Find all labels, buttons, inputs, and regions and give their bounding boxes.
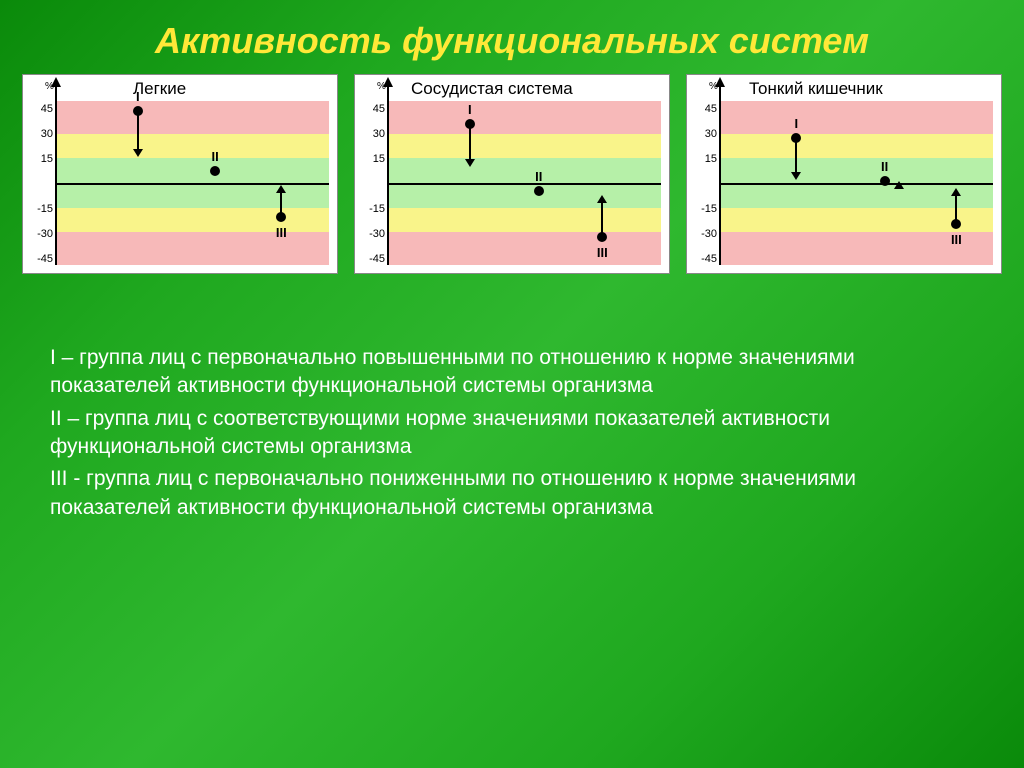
- x-axis: [719, 183, 993, 185]
- arrow-up-icon: [597, 195, 607, 203]
- data-point: [951, 219, 961, 229]
- data-point-label: II: [881, 159, 888, 174]
- chart-title: Сосудистая система: [411, 79, 573, 99]
- chart-title: Легкие: [133, 79, 186, 99]
- y-tick-label: -45: [25, 253, 53, 265]
- data-point: [534, 186, 544, 196]
- zone-band: [55, 183, 329, 208]
- zone-band: [55, 101, 329, 134]
- data-point: [791, 133, 801, 143]
- data-point: [133, 106, 143, 116]
- page-title: Активность функциональных систем: [0, 0, 1024, 74]
- charts-row: Легкие%453015-15-30-45IIIIII Сосудистая …: [0, 74, 1024, 274]
- legend-line-1: I – группа лиц с первоначально повышенны…: [50, 344, 974, 401]
- y-tick-label: 30: [25, 128, 53, 140]
- zone-band: [387, 158, 661, 183]
- arrow-down-icon: [791, 172, 801, 180]
- pct-label: %: [377, 81, 386, 92]
- y-tick-label: 45: [357, 103, 385, 115]
- y-tick-label: -30: [357, 228, 385, 240]
- y-tick-label: 45: [689, 103, 717, 115]
- chart-intestine: Тонкий кишечник%453015-15-30-45IIIIII: [686, 74, 1002, 274]
- zone-band: [387, 208, 661, 233]
- x-axis: [387, 183, 661, 185]
- y-tick-label: 30: [689, 128, 717, 140]
- zone-band: [55, 208, 329, 233]
- zone-band: [719, 101, 993, 134]
- arrow-up-icon: [276, 185, 286, 193]
- y-tick-label: -15: [357, 203, 385, 215]
- chart-title: Тонкий кишечник: [749, 79, 883, 99]
- y-tick-label: -45: [357, 253, 385, 265]
- pct-label: %: [45, 81, 54, 92]
- zone-band: [719, 134, 993, 159]
- legend-block: I – группа лиц с первоначально повышенны…: [50, 344, 974, 522]
- y-tick-label: 15: [25, 153, 53, 165]
- y-tick-label: 30: [357, 128, 385, 140]
- arrow-down-icon: [133, 149, 143, 157]
- data-point-label: II: [211, 149, 218, 164]
- y-tick-label: -15: [25, 203, 53, 215]
- y-axis: [387, 85, 389, 265]
- chart-lungs: Легкие%453015-15-30-45IIIIII: [22, 74, 338, 274]
- arrow-shaft: [469, 124, 471, 161]
- arrow-shaft: [795, 138, 797, 175]
- y-axis: [719, 85, 721, 265]
- y-tick-label: 15: [689, 153, 717, 165]
- zone-band: [387, 101, 661, 134]
- zone-band: [719, 158, 993, 183]
- y-tick-label: -15: [689, 203, 717, 215]
- y-tick-label: 45: [25, 103, 53, 115]
- legend-line-3: III - группа лиц с первоначально понижен…: [50, 465, 974, 522]
- y-tick-label: -30: [25, 228, 53, 240]
- data-point-label: III: [951, 232, 962, 247]
- triangle-marker-icon: [894, 181, 904, 189]
- data-point-label: I: [794, 116, 798, 131]
- data-point: [210, 166, 220, 176]
- data-point: [276, 212, 286, 222]
- zone-band: [55, 134, 329, 159]
- arrow-shaft: [137, 111, 139, 151]
- data-point: [597, 232, 607, 242]
- zone-band: [55, 158, 329, 183]
- y-tick-label: 15: [357, 153, 385, 165]
- data-point: [880, 176, 890, 186]
- zone-band: [55, 232, 329, 265]
- arrow-down-icon: [465, 159, 475, 167]
- y-tick-label: -45: [689, 253, 717, 265]
- data-point-label: I: [468, 102, 472, 117]
- data-point-label: III: [276, 225, 287, 240]
- chart-vascular: Сосудистая система%453015-15-30-45IIIIII: [354, 74, 670, 274]
- data-point-label: II: [535, 169, 542, 184]
- y-axis: [55, 85, 57, 265]
- data-point: [465, 119, 475, 129]
- zone-band: [387, 134, 661, 159]
- arrow-up-icon: [951, 188, 961, 196]
- legend-line-2: II – группа лиц с соответствующими норме…: [50, 405, 974, 462]
- zone-band: [387, 183, 661, 208]
- pct-label: %: [709, 81, 718, 92]
- y-tick-label: -30: [689, 228, 717, 240]
- data-point-label: III: [597, 245, 608, 260]
- zone-band: [387, 232, 661, 265]
- x-axis: [55, 183, 329, 185]
